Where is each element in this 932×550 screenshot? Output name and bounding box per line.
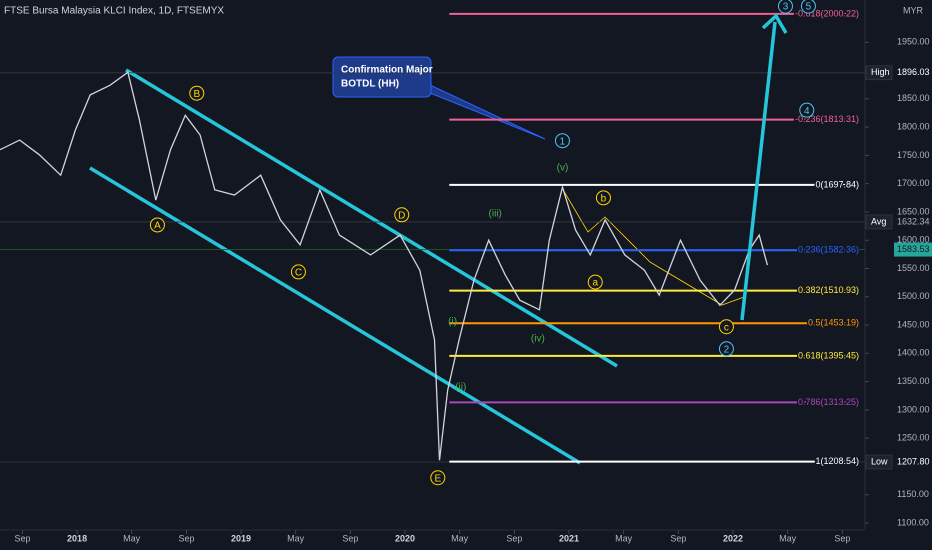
fib-level-label: 0(1697.84) (815, 179, 859, 189)
wave-label: 1 (560, 136, 566, 147)
marker-name-box (865, 65, 893, 81)
x-tick-label: Sep (834, 533, 850, 543)
y-tick-label: 1450.00 (897, 319, 930, 329)
chart-title: FTSE Bursa Malaysia KLCI Index, 1D, FTSE… (4, 6, 224, 17)
marker-name: Avg (871, 216, 886, 226)
wave-label: 2 (724, 344, 730, 355)
x-tick-label: May (287, 533, 305, 543)
x-tick-label: 2020 (395, 533, 415, 543)
fib-level-label: 0.236(1582.36) (798, 245, 859, 255)
wave-label: D (398, 210, 405, 221)
wave-label: (ii) (455, 382, 466, 393)
x-tick-label: Sep (14, 533, 30, 543)
fib-level-label: 0.5(1453.19) (808, 318, 859, 328)
y-tick-label: 1550.00 (897, 263, 930, 273)
wave-label-circle (554, 133, 570, 149)
wave-label: 3 (783, 2, 789, 13)
callout-line: Confirmation Major (341, 65, 433, 76)
marker-value-box (894, 455, 932, 470)
fib-level-label: 0.618(1395.45) (798, 350, 859, 360)
wave-label-circle (587, 274, 603, 290)
y-tick-label: 1400.00 (897, 348, 930, 358)
wave-abc-lines (561, 187, 745, 306)
marker-name: Low (871, 456, 888, 466)
wave-label: B (193, 89, 200, 100)
impulse-arrow (740, 21, 777, 321)
x-tick-label: May (779, 533, 797, 543)
x-tick-label: Sep (342, 533, 358, 543)
y-tick-label: 1750.00 (897, 150, 930, 160)
wave-label: (iii) (489, 209, 502, 220)
callout-pointer (429, 84, 546, 140)
y-tick-label: 1350.00 (897, 376, 930, 386)
wave-label-circle (394, 207, 410, 223)
wave-label: E (434, 473, 441, 484)
marker-name-box (865, 454, 893, 470)
impulse-arrow-head (761, 13, 788, 34)
callout (332, 56, 546, 140)
y-tick-label: 1950.00 (897, 37, 930, 47)
wave-label-circle (595, 190, 611, 206)
x-tick-label: May (123, 533, 141, 543)
wave-label: a (592, 278, 598, 289)
y-tick-label: 1150.00 (897, 489, 929, 499)
marker-value: 1207.80 (897, 456, 930, 466)
x-tick-label: 2022 (723, 533, 743, 543)
wave-label-circle (290, 264, 306, 280)
marker-value-box (894, 65, 932, 80)
price-line (0, 71, 769, 461)
wave-label: (i) (448, 317, 457, 328)
channel-upper (125, 68, 618, 368)
wave-label-circle (149, 217, 165, 233)
y-tick-label: 1500.00 (897, 291, 930, 301)
y-tick-label: 1600.00 (897, 235, 930, 245)
wave-label: b (601, 193, 607, 204)
y-tick-label: 1250.00 (897, 433, 930, 443)
y-tick-label: 1850.00 (897, 93, 930, 103)
y-tick-label: 1100.00 (897, 517, 929, 527)
wave-label-circle (718, 341, 734, 357)
x-tick-label: 2018 (67, 533, 87, 543)
y-tick-label: 1700.00 (897, 178, 930, 188)
wave-label-circle (800, 0, 816, 14)
wave-label-circle (430, 470, 446, 486)
marker-value: 1896.03 (897, 67, 930, 77)
callout-line: BOTDL (HH) (341, 79, 399, 90)
y-tick-label: 1650.00 (897, 206, 930, 216)
currency-label: MYR (903, 5, 924, 15)
fib-level-label: 1(1208.54) (815, 456, 859, 466)
x-tick-label: May (451, 533, 469, 543)
wave-label: (v) (557, 162, 569, 173)
x-tick-label: 2021 (559, 533, 579, 543)
x-tick-label: 2019 (231, 533, 251, 543)
x-tick-label: Sep (178, 533, 194, 543)
fib-level-label: 0.786(1313.25) (798, 397, 859, 407)
marker-value-box (894, 242, 932, 257)
channel-lower (89, 166, 581, 465)
callout-box (332, 56, 432, 98)
plot (0, 12, 865, 463)
x-tick-label: Sep (506, 533, 522, 543)
y-tick-label: 1300.00 (897, 404, 930, 414)
wave-label: (iv) (531, 334, 545, 345)
wave-label-circle (718, 319, 734, 335)
wave-label: 4 (804, 106, 810, 117)
wave-label: 5 (806, 2, 812, 13)
wave-label-circle (189, 85, 205, 101)
fib-level-label: 0.382(1510.93) (798, 285, 859, 295)
x-tick-label: May (615, 533, 633, 543)
y-tick-label: 1800.00 (897, 122, 930, 132)
x-tick-label: Sep (670, 533, 686, 543)
marker-value: 1583.53 (897, 244, 930, 254)
wave-label-circle (799, 102, 815, 118)
marker-name: High (871, 67, 890, 77)
marker-name-box (865, 214, 893, 230)
marker-value: 1632.34 (897, 216, 930, 226)
wave-label-circle (777, 0, 793, 14)
wave-label: A (154, 221, 161, 232)
wave-label: C (295, 268, 302, 279)
wave-label: c (724, 322, 729, 333)
marker-value-box (894, 214, 932, 229)
